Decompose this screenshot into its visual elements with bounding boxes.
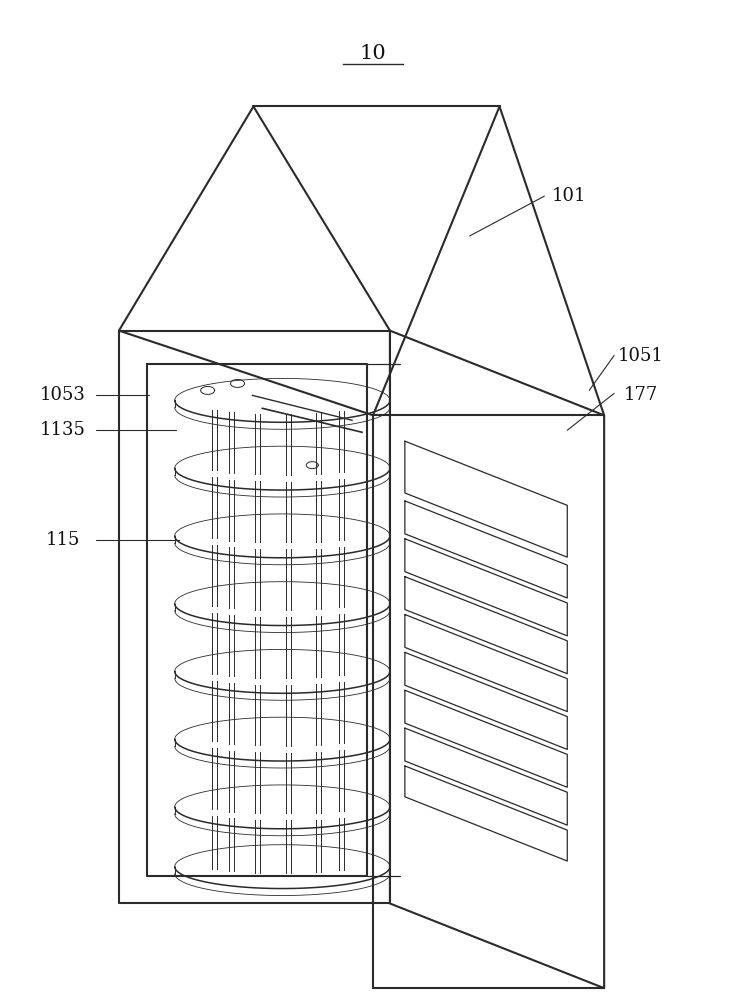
Text: 1135: 1135: [40, 421, 86, 439]
Text: 101: 101: [552, 187, 586, 205]
Text: 115: 115: [46, 531, 81, 549]
Text: 1053: 1053: [40, 386, 86, 404]
Text: 1051: 1051: [618, 347, 664, 365]
Text: 177: 177: [624, 386, 658, 404]
Text: 10: 10: [360, 44, 386, 63]
